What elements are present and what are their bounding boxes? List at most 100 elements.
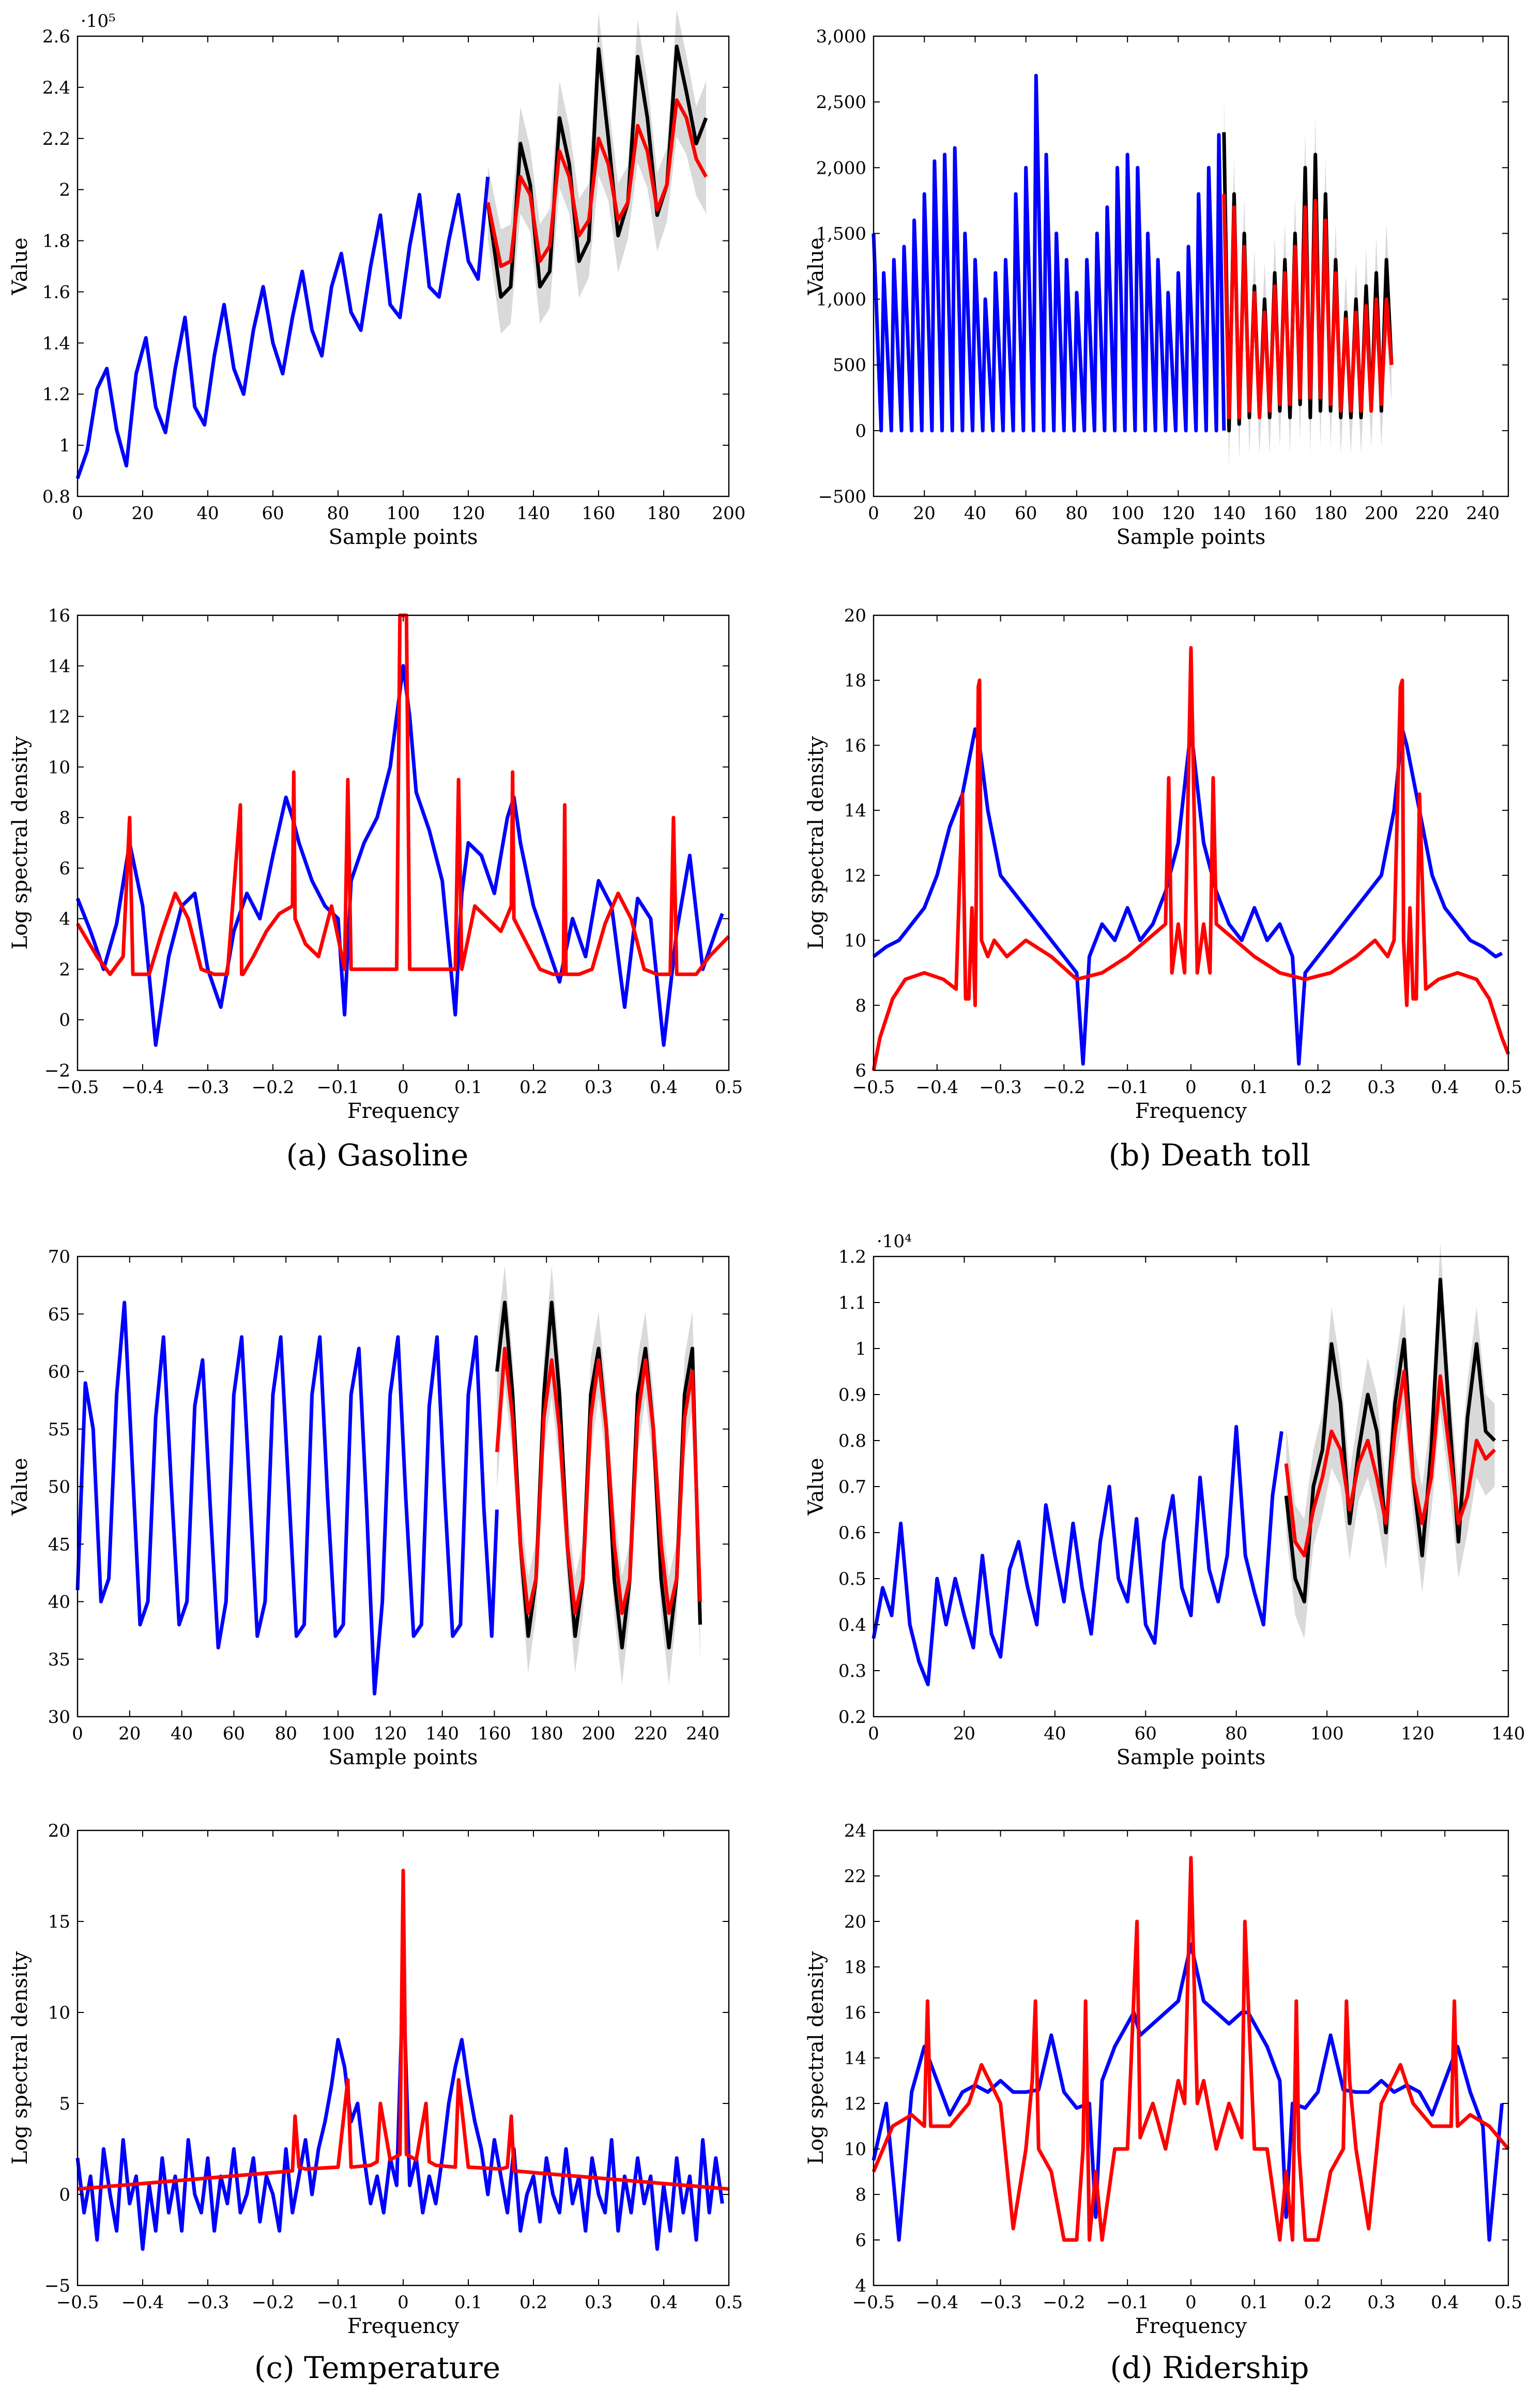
chart-ridership-ts-ytick-label: 1 xyxy=(855,1339,866,1359)
chart-deathtoll-ts-xtick-label: 0 xyxy=(868,503,879,524)
chart-temperature-ts-xtick-label: 140 xyxy=(425,1723,459,1744)
chart-ridership-ts-xtick-label: 40 xyxy=(1044,1723,1066,1744)
caption-ridership: (d) Ridership xyxy=(1110,2350,1309,2385)
deathtoll-spectrum-chart: −0.5 −0.4 −0.3 −0.2 −0.1 0 0.1 0.2 0.3 0.4 0.5 6 8 10… xyxy=(796,579,1529,1138)
chart-gasoline-ts-xtick-label: 180 xyxy=(647,503,681,524)
chart-deathtoll-ts-frame xyxy=(873,35,1509,497)
chart-gasoline-ts-ytick-label: 2 xyxy=(59,180,70,201)
chart-ridership-ts-ytick-label: 0.3 xyxy=(838,1661,866,1682)
chart-temperature-ts-ytick-label: 60 xyxy=(48,1362,70,1383)
chart-gasoline-ts-ytick-label: 2.6 xyxy=(42,26,70,47)
chart-temperature-ts-xtick-label: 180 xyxy=(530,1723,563,1744)
chart-ridership-spec-ytick-label: 20 xyxy=(844,1912,866,1932)
caption-gasoline: (a) Gasoline xyxy=(286,1138,469,1173)
chart-ridership-ts-ytick-label: 1.1 xyxy=(838,1293,866,1313)
chart-deathtoll-ts-xtick-label: 100 xyxy=(1111,503,1144,524)
chart-ridership-ts-ytick-label: 0.2 xyxy=(838,1707,866,1728)
chart-temperature-ts-series-truth xyxy=(495,1300,702,1649)
chart-ridership-ts-confidence-band xyxy=(1286,1243,1495,1639)
chart-temperature-ts-ytick-label: 45 xyxy=(48,1534,70,1555)
chart-gasoline-spec-xlabel: Frequency xyxy=(347,1099,460,1123)
chart-deathtoll-spec-ylabel: Log spectral density xyxy=(804,736,828,949)
chart-deathtoll-ts-ytick-label: 1,500 xyxy=(816,223,866,244)
chart-gasoline-ts-ytick-label: 2.4 xyxy=(42,78,70,98)
chart-gasoline-ts-xtick-label: 140 xyxy=(517,503,551,524)
chart-deathtoll-ts-ytick-label: −500 xyxy=(818,487,866,507)
chart-ridership-ts-xlabel: Sample points xyxy=(1117,1746,1266,1769)
chart-gasoline-ts-ytick-label: 1.8 xyxy=(42,231,70,252)
chart-deathtoll-spec-xtick-label: 0.1 xyxy=(1241,1077,1268,1098)
chart-deathtoll-spec-ytick-label: 12 xyxy=(844,866,866,886)
chart-gasoline-ts-xtick-label: 160 xyxy=(582,503,616,524)
chart-ridership-spec-ytick-label: 14 xyxy=(844,2048,866,2069)
chart-temperature-ts-ytick-label: 55 xyxy=(48,1419,70,1440)
caption-temperature: (c) Temperature xyxy=(254,2350,501,2385)
chart-gasoline-spec-series-empirical xyxy=(75,664,724,1047)
chart-gasoline-ts-ytick-label: 1.6 xyxy=(42,282,70,302)
chart-deathtoll-spec-xtick-label: 0 xyxy=(1185,1077,1197,1098)
chart-ridership-ts-xtick-label: 20 xyxy=(953,1723,975,1744)
chart-gasoline-spec-xtick-label: −0.1 xyxy=(317,1077,360,1098)
chart-ridership-ts-axis-multiplier: ·10⁴ xyxy=(877,1231,912,1252)
chart-temperature-spec-xtick-label: −0.5 xyxy=(56,2292,99,2313)
chart-temperature-ts-ytick-label: 50 xyxy=(48,1477,70,1497)
chart-temperature-ts-xtick-label: 20 xyxy=(118,1723,141,1744)
chart-temperature-ts-xlabel: Sample points xyxy=(329,1746,478,1769)
chart-gasoline-ts-xtick-label: 40 xyxy=(196,503,219,524)
chart-temperature-ts-ytick-label: 65 xyxy=(48,1304,70,1325)
chart-ridership-ts-ylabel: Value xyxy=(804,1458,828,1516)
chart-temperature-ts-xtick-label: 160 xyxy=(478,1723,511,1744)
chart-ridership-ts-ytick-label: 0.8 xyxy=(838,1431,866,1451)
chart-ridership-spec-xtick-label: 0.4 xyxy=(1431,2292,1459,2313)
chart-gasoline-spec-ytick-label: 16 xyxy=(48,605,70,626)
chart-gasoline-ts-ytick-label: 1 xyxy=(59,435,70,456)
chart-ridership-ts-xtick-label: 120 xyxy=(1401,1723,1434,1744)
chart-temperature-ts-ytick-label: 40 xyxy=(48,1592,70,1613)
chart-ridership-ts-xtick-label: 140 xyxy=(1492,1723,1525,1744)
chart-temperature-spec-ytick-label: 10 xyxy=(48,2003,70,2023)
chart-gasoline-spec-ytick-label: 2 xyxy=(59,959,70,980)
chart-gasoline-ts-xtick-label: 80 xyxy=(327,503,349,524)
ridership-timeseries-chart: 0 20 40 60 80 100 120 140 0.2 0.3 0.4 0.5 0.6 0.7 0.8 0… xyxy=(796,1220,1529,1784)
chart-deathtoll-ts-ylabel: Value xyxy=(804,237,828,295)
chart-deathtoll-spec-xlabel: Frequency xyxy=(1135,1099,1247,1123)
chart-gasoline-ts-ytick-label: 1.4 xyxy=(42,333,70,354)
chart-gasoline-ts-xtick-label: 60 xyxy=(262,503,284,524)
chart-temperature-ts-series-prediction xyxy=(495,1346,702,1615)
chart-deathtoll-spec-ytick-label: 6 xyxy=(855,1061,866,1081)
chart-deathtoll-ts-series-prediction xyxy=(1222,194,1394,419)
chart-gasoline-spec-ytick-label: 0 xyxy=(59,1010,70,1031)
chart-ridership-spec-ytick-label: 16 xyxy=(844,2003,866,2023)
chart-temperature-ts-xtick-label: 240 xyxy=(686,1723,720,1744)
chart-deathtoll-ts-ytick-label: 2,000 xyxy=(816,158,866,178)
chart-ridership-ts-xtick-label: 80 xyxy=(1225,1723,1247,1744)
chart-ridership-spec-ylabel: Log spectral density xyxy=(804,1951,828,2164)
chart-deathtoll-spec-xtick-label: −0.2 xyxy=(1043,1077,1085,1098)
chart-deathtoll-ts-xtick-label: 60 xyxy=(1015,503,1037,524)
chart-deathtoll-spec-xtick-label: 0.3 xyxy=(1367,1077,1395,1098)
chart-deathtoll-spec-ytick-label: 8 xyxy=(855,995,866,1016)
chart-temperature-ts-frame xyxy=(77,1255,730,1718)
chart-gasoline-spec-ytick-label: 10 xyxy=(48,757,70,778)
chart-ridership-ts-ytick-label: 0.5 xyxy=(838,1569,866,1589)
chart-deathtoll-ts-xtick-label: 80 xyxy=(1065,503,1088,524)
chart-gasoline-spec-frame xyxy=(77,614,730,1071)
chart-gasoline-spec-ytick-label: −2 xyxy=(44,1061,70,1081)
chart-gasoline-spec-xtick-label: 0 xyxy=(397,1077,409,1098)
chart-temperature-spec-ylabel: Log spectral density xyxy=(8,1951,32,2164)
gasoline-timeseries-chart: 0 20 40 60 80 100 120 140 160 180 200 0.8 1 1.2 1.4 1.6… xyxy=(0,0,750,564)
chart-deathtoll-spec-xtick-label: −0.1 xyxy=(1106,1077,1149,1098)
chart-ridership-spec-series-empirical xyxy=(871,1942,1504,2242)
chart-temperature-spec-xtick-label: 0.4 xyxy=(650,2292,678,2313)
chart-gasoline-ts-xtick-label: 200 xyxy=(712,503,746,524)
chart-ridership-spec-ytick-label: 4 xyxy=(855,2276,866,2296)
chart-ridership-spec-ytick-label: 6 xyxy=(855,2230,866,2251)
ridership-spectrum-chart: −0.5 −0.4 −0.3 −0.2 −0.1 0 0.1 0.2 0.3 0.4 0.5 4 6 8 1… xyxy=(796,1794,1529,2353)
chart-temperature-spec-ytick-label: −5 xyxy=(44,2276,70,2296)
chart-temperature-spec-xtick-label: 0.2 xyxy=(519,2292,547,2313)
chart-ridership-spec-xtick-label: 0.3 xyxy=(1367,2292,1395,2313)
chart-temperature-ts-series-history xyxy=(75,1300,499,1695)
chart-gasoline-spec-ytick-label: 14 xyxy=(48,656,70,677)
chart-temperature-ts-xtick-label: 60 xyxy=(223,1723,245,1744)
chart-temperature-spec-ytick-label: 20 xyxy=(48,1821,70,1841)
